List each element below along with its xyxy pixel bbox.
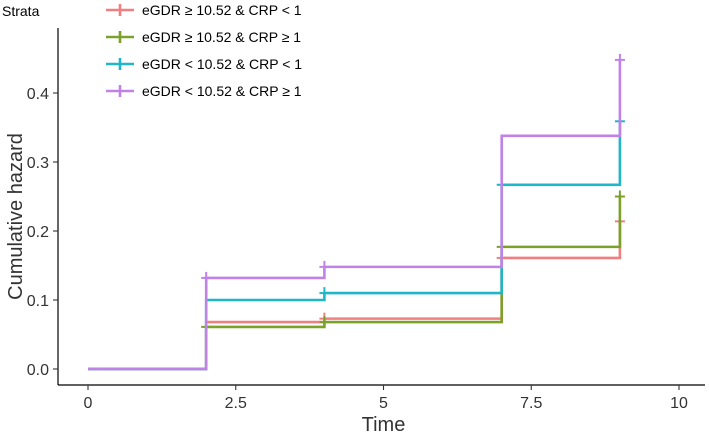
series-line-2 bbox=[88, 196, 622, 371]
legend-item: eGDR ≥ 10.52 & CRP < 1 bbox=[106, 2, 302, 18]
x-tick-label: 0 bbox=[84, 395, 93, 412]
y-tick-label: 0.1 bbox=[27, 293, 49, 310]
legend-layer: Strata eGDR ≥ 10.52 & CRP < 1 eGDR ≥ 10.52… bbox=[2, 2, 302, 99]
y-tick-label: 0.4 bbox=[27, 86, 49, 103]
censor-mark bbox=[614, 53, 625, 66]
legend-label: eGDR < 10.52 & CRP < 1 bbox=[142, 56, 302, 72]
x-tick-label: 2.5 bbox=[225, 395, 247, 412]
legend-label: eGDR ≥ 10.52 & CRP < 1 bbox=[142, 2, 302, 18]
series-layer bbox=[88, 53, 625, 371]
series-line-3 bbox=[88, 121, 622, 371]
legend-title: Strata bbox=[2, 3, 40, 19]
axes-layer: 0 2.5 5 7.5 10 0.0 0.1 0.2 0.3 0.4 Time Cumulative … bbox=[5, 28, 705, 434]
x-tick-label: 7.5 bbox=[520, 395, 542, 412]
censor-mark bbox=[319, 316, 330, 329]
y-tick-label: 0.0 bbox=[27, 362, 49, 379]
legend-item: eGDR ≥ 10.52 & CRP ≥ 1 bbox=[106, 29, 301, 45]
legend-item: eGDR < 10.52 & CRP ≥ 1 bbox=[106, 83, 302, 99]
series-line-1 bbox=[88, 221, 622, 371]
legend-label: eGDR ≥ 10.52 & CRP ≥ 1 bbox=[142, 29, 301, 45]
censor-mark bbox=[614, 190, 625, 203]
censor-mark bbox=[201, 271, 212, 284]
y-axis-title: Cumulative hazard bbox=[5, 133, 27, 300]
legend-label: eGDR < 10.52 & CRP ≥ 1 bbox=[142, 83, 302, 99]
x-tick-label: 5 bbox=[379, 395, 388, 412]
censor-mark bbox=[319, 287, 330, 300]
y-tick-label: 0.2 bbox=[27, 224, 49, 241]
censor-mark bbox=[319, 260, 330, 273]
x-tick-label: 10 bbox=[670, 395, 688, 412]
legend-item: eGDR < 10.52 & CRP < 1 bbox=[106, 56, 302, 72]
y-tick-label: 0.3 bbox=[27, 155, 49, 172]
x-axis-title: Time bbox=[362, 414, 406, 434]
